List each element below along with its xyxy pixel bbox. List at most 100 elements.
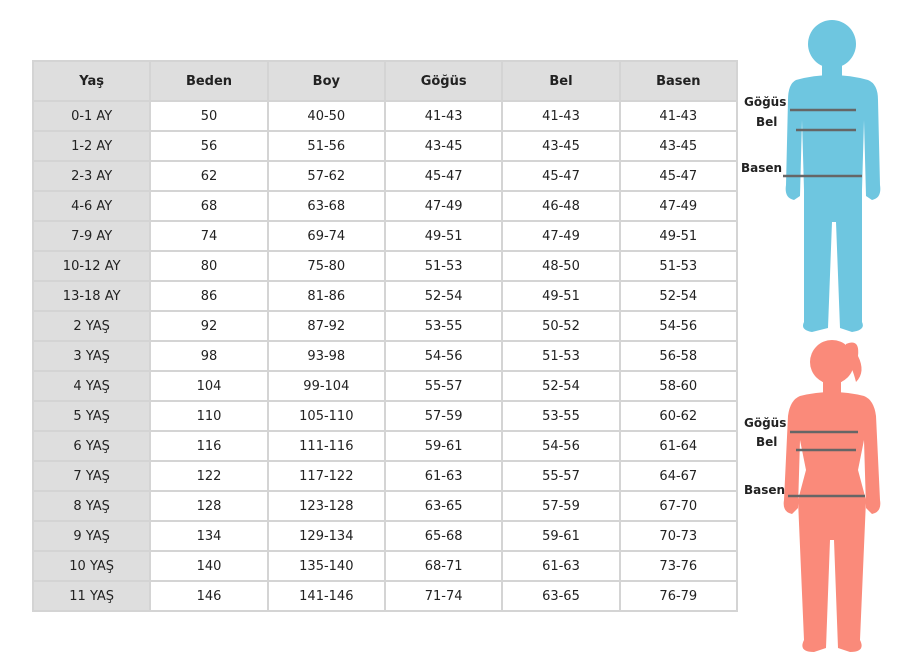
table-cell: 4-6 AY: [31, 190, 152, 222]
table-cell: 47-49: [383, 190, 504, 222]
header-cell: Bel: [501, 60, 621, 102]
table-cell: 8 YAŞ: [31, 490, 152, 522]
table-cell: 43-45: [383, 130, 504, 162]
table-cell: 61-64: [618, 430, 739, 462]
table-row: 11 YAŞ 146 141-146 71-74 63-65 76-79: [31, 580, 739, 612]
measure-label: Göğüs: [744, 95, 786, 109]
table-cell: 111-116: [266, 430, 386, 462]
table-cell: 123-128: [266, 490, 386, 522]
table-row: 7 YAŞ 122 117-122 61-63 55-57 64-67: [31, 460, 739, 492]
table-cell: 55-57: [501, 460, 621, 492]
table-cell: 1-2 AY: [31, 130, 152, 162]
table-cell: 55-57: [383, 370, 504, 402]
table-cell: 49-51: [618, 220, 739, 252]
table-cell: 53-55: [501, 400, 621, 432]
table-cell: 63-65: [383, 490, 504, 522]
table-row: 6 YAŞ 116 111-116 59-61 54-56 61-64: [31, 430, 739, 462]
table-cell: 40-50: [266, 100, 386, 132]
measure-label: Basen: [741, 161, 782, 175]
header-row: Yaş Beden Boy Göğüs Bel Basen: [31, 60, 739, 102]
header-cell: Beden: [149, 60, 269, 102]
table-cell: 57-59: [501, 490, 621, 522]
table-cell: 92: [149, 310, 269, 342]
measure-label: Bel: [756, 435, 777, 449]
table-cell: 71-74: [383, 580, 504, 612]
table-cell: 54-56: [618, 310, 739, 342]
table-cell: 67-70: [618, 490, 739, 522]
table-cell: 7-9 AY: [31, 220, 152, 252]
table-cell: 68: [149, 190, 269, 222]
table-row: 4-6 AY 68 63-68 47-49 46-48 47-49: [31, 190, 739, 222]
table-cell: 41-43: [383, 100, 504, 132]
table-row: 13-18 AY 86 81-86 52-54 49-51 52-54: [31, 280, 739, 312]
table-cell: 76-79: [618, 580, 739, 612]
table-cell: 51-53: [383, 250, 504, 282]
table-cell: 11 YAŞ: [31, 580, 152, 612]
table-cell: 2-3 AY: [31, 160, 152, 192]
table-cell: 59-61: [501, 520, 621, 552]
girl-figure: [783, 340, 881, 652]
table-cell: 62: [149, 160, 269, 192]
size-table: Yaş Beden Boy Göğüs Bel Basen 0-1 AY 50 40-50 41-…: [31, 60, 739, 612]
table-cell: 63-68: [266, 190, 386, 222]
measure-label: Basen: [744, 483, 785, 497]
table-cell: 13-18 AY: [31, 280, 152, 312]
table-cell: 122: [149, 460, 269, 492]
table-cell: 52-54: [383, 280, 504, 312]
table-row: 2 YAŞ 92 87-92 53-55 50-52 54-56: [31, 310, 739, 342]
table-cell: 61-63: [383, 460, 504, 492]
table-cell: 10-12 AY: [31, 250, 152, 282]
table-cell: 68-71: [383, 550, 504, 582]
table-cell: 64-67: [618, 460, 739, 492]
table-row: 4 YAŞ 104 99-104 55-57 52-54 58-60: [31, 370, 739, 402]
table-cell: 81-86: [266, 280, 386, 312]
table-cell: 41-43: [618, 100, 739, 132]
table-row: 5 YAŞ 110 105-110 57-59 53-55 60-62: [31, 400, 739, 432]
table-cell: 140: [149, 550, 269, 582]
table-cell: 45-47: [383, 160, 504, 192]
table-row: 9 YAŞ 134 129-134 65-68 59-61 70-73: [31, 520, 739, 552]
table-cell: 50: [149, 100, 269, 132]
table-cell: 2 YAŞ: [31, 310, 152, 342]
table-cell: 5 YAŞ: [31, 400, 152, 432]
measure-lines: [783, 108, 865, 498]
table-cell: 52-54: [618, 280, 739, 312]
table-cell: 7 YAŞ: [31, 460, 152, 492]
header-cell: Göğüs: [383, 60, 504, 102]
table-row: 8 YAŞ 128 123-128 63-65 57-59 67-70: [31, 490, 739, 522]
table-cell: 134: [149, 520, 269, 552]
table-cell: 43-45: [618, 130, 739, 162]
table-cell: 73-76: [618, 550, 739, 582]
boy-figure: [785, 20, 881, 332]
table-cell: 70-73: [618, 520, 739, 552]
table-cell: 105-110: [266, 400, 386, 432]
table-cell: 45-47: [501, 160, 621, 192]
table-cell: 58-60: [618, 370, 739, 402]
table-cell: 47-49: [618, 190, 739, 222]
table-cell: 56-58: [618, 340, 739, 372]
table-cell: 60-62: [618, 400, 739, 432]
table-row: 0-1 AY 50 40-50 41-43 41-43 41-43: [31, 100, 739, 132]
table-cell: 117-122: [266, 460, 386, 492]
table-cell: 65-68: [383, 520, 504, 552]
table-cell: 3 YAŞ: [31, 340, 152, 372]
table-cell: 54-56: [501, 430, 621, 462]
table-cell: 86: [149, 280, 269, 312]
table-row: 7-9 AY 74 69-74 49-51 47-49 49-51: [31, 220, 739, 252]
measure-label: Göğüs: [744, 416, 786, 430]
table-cell: 75-80: [266, 250, 386, 282]
table-cell: 61-63: [501, 550, 621, 582]
table-cell: 46-48: [501, 190, 621, 222]
table-cell: 87-92: [266, 310, 386, 342]
table-cell: 53-55: [383, 310, 504, 342]
table-cell: 110: [149, 400, 269, 432]
table-cell: 99-104: [266, 370, 386, 402]
table-cell: 56: [149, 130, 269, 162]
table-row: 3 YAŞ 98 93-98 54-56 51-53 56-58: [31, 340, 739, 372]
table-cell: 43-45: [501, 130, 621, 162]
table-cell: 104: [149, 370, 269, 402]
table-cell: 54-56: [383, 340, 504, 372]
table-cell: 48-50: [501, 250, 621, 282]
